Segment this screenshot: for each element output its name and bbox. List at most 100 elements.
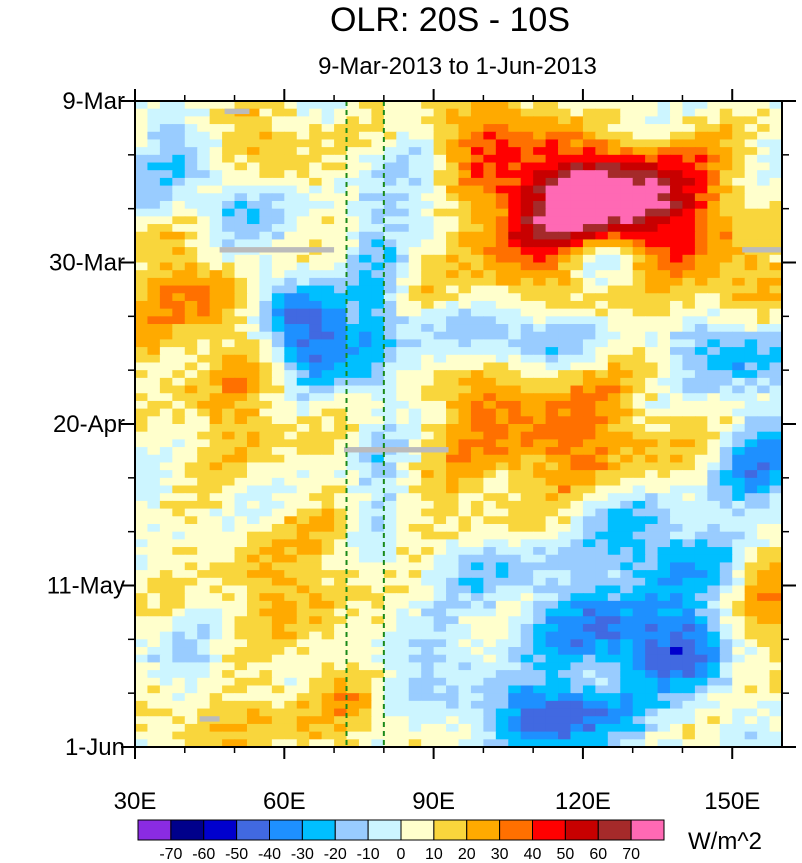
heatmap-cell	[147, 531, 161, 540]
heatmap-cell	[271, 170, 285, 179]
heatmap-cell	[620, 147, 634, 156]
heatmap-cell	[620, 231, 634, 241]
heatmap-cell	[209, 101, 223, 110]
heatmap-cell	[234, 639, 248, 648]
heatmap-cell	[545, 547, 559, 556]
heatmap-cell	[396, 654, 410, 663]
heatmap-cell	[222, 416, 236, 425]
heatmap-cell	[483, 631, 497, 640]
heatmap-cell	[545, 324, 559, 333]
heatmap-cell	[694, 462, 708, 471]
heatmap-cell	[719, 539, 733, 548]
heatmap-cell	[483, 400, 497, 410]
heatmap-cell	[470, 247, 484, 256]
heatmap-cell	[719, 670, 733, 679]
heatmap-cell	[159, 647, 173, 656]
heatmap-cell	[135, 454, 149, 464]
heatmap-cell	[246, 400, 261, 410]
heatmap-cell	[520, 124, 534, 133]
heatmap-cell	[184, 231, 198, 241]
colorbar-label: 10	[425, 846, 443, 863]
heatmap-cell	[495, 339, 509, 348]
heatmap-cell	[234, 708, 248, 717]
heatmap-cell	[346, 470, 360, 479]
heatmap-cell	[408, 408, 422, 417]
heatmap-cell	[433, 677, 447, 687]
heatmap-cell	[135, 124, 149, 133]
heatmap-cell	[645, 608, 659, 617]
heatmap-cell	[371, 654, 385, 663]
heatmap-cell	[620, 270, 634, 279]
heatmap-cell	[135, 485, 149, 494]
heatmap-cell	[222, 585, 236, 594]
heatmap-cell	[719, 585, 733, 594]
heatmap-cell	[694, 316, 708, 325]
x-tick-label: 60E	[263, 788, 306, 815]
heatmap-cell	[657, 431, 671, 440]
heatmap-cell	[383, 285, 397, 294]
heatmap-cell	[209, 116, 223, 125]
heatmap-cell	[470, 577, 484, 587]
heatmap-cell	[508, 177, 522, 187]
heatmap-cell	[582, 362, 596, 371]
heatmap-cell	[744, 308, 758, 317]
heatmap-cell	[620, 377, 634, 387]
heatmap-cell	[172, 731, 186, 740]
heatmap-cell	[334, 393, 348, 402]
heatmap-cell	[670, 516, 684, 525]
heatmap-cell	[222, 539, 236, 548]
heatmap-cell	[396, 577, 410, 587]
heatmap-cell	[383, 562, 397, 571]
heatmap-cell	[682, 108, 696, 117]
heatmap-cell	[757, 131, 771, 141]
heatmap-cell	[670, 216, 684, 225]
heatmap-cell	[446, 162, 460, 171]
heatmap-cell	[321, 362, 335, 371]
heatmap-cell	[458, 493, 472, 502]
heatmap-cell	[707, 385, 721, 394]
heatmap-cell	[520, 239, 534, 248]
heatmap-cell	[159, 531, 173, 540]
heatmap-cell	[670, 262, 684, 271]
heatmap-cell	[570, 485, 584, 494]
heatmap-cell	[421, 562, 435, 571]
heatmap-cell	[719, 270, 733, 279]
heatmap-cell	[520, 493, 534, 502]
heatmap-cell	[558, 608, 572, 617]
heatmap-cell	[358, 231, 372, 241]
heatmap-cell	[769, 677, 783, 687]
heatmap-cell	[757, 385, 771, 394]
heatmap-cell	[470, 693, 484, 702]
heatmap-cell	[172, 639, 186, 648]
heatmap-cell	[234, 354, 248, 364]
heatmap-cell	[632, 170, 646, 179]
heatmap-cell	[495, 170, 509, 179]
heatmap-cell	[595, 247, 609, 256]
heatmap-cell	[421, 547, 435, 556]
heatmap-cell	[346, 377, 360, 387]
heatmap-cell	[670, 485, 684, 494]
heatmap-cell	[595, 362, 609, 371]
heatmap-cell	[545, 285, 559, 294]
heatmap-cell	[184, 685, 198, 694]
heatmap-cell	[495, 308, 509, 317]
heatmap-cell	[209, 547, 223, 556]
heatmap-cell	[334, 262, 348, 271]
heatmap-cell	[246, 470, 261, 479]
heatmap-cell	[421, 162, 435, 171]
heatmap-cell	[147, 101, 161, 110]
heatmap-cell	[346, 139, 360, 148]
heatmap-cell	[321, 539, 335, 548]
heatmap-cell	[744, 147, 758, 156]
heatmap-cell	[508, 308, 522, 317]
heatmap-cell	[558, 185, 572, 194]
heatmap-cell	[271, 731, 285, 740]
heatmap-cell	[383, 362, 397, 371]
heatmap-cell	[744, 616, 758, 625]
heatmap-cell	[719, 577, 733, 587]
heatmap-cell	[234, 516, 248, 525]
heatmap-cell	[234, 577, 248, 587]
heatmap-cell	[234, 508, 248, 517]
heatmap-cell	[607, 162, 621, 171]
heatmap-cell	[309, 723, 323, 733]
